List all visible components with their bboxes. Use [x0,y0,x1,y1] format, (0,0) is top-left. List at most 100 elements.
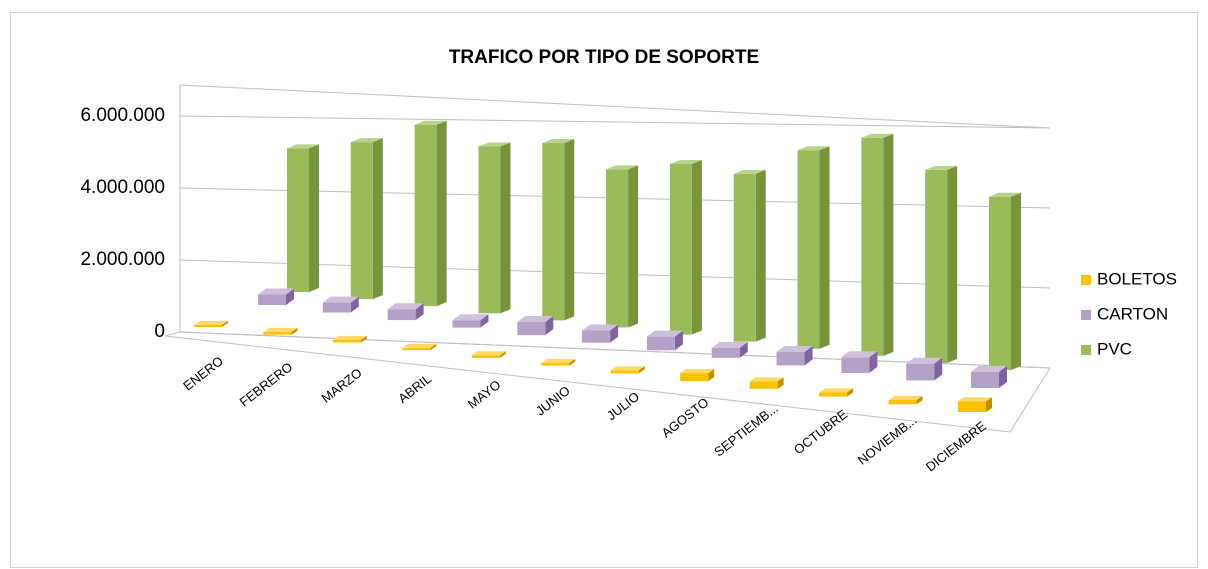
bar-top [258,288,294,295]
bar [958,397,992,412]
bar [541,358,576,366]
bar-top [861,133,894,138]
bar-side [360,335,367,343]
bar-side [1011,192,1021,370]
back-wall [179,84,1051,332]
bar [925,165,958,363]
bar-front [888,400,917,405]
legend-swatch [1081,310,1091,320]
bar [332,335,367,343]
bar-side [500,142,511,314]
bar-front [841,357,870,373]
bar-front [733,173,756,342]
bar [452,314,489,328]
bar-front [471,355,500,358]
bar-side [545,315,554,336]
bar-top [263,327,298,332]
chart-title: TRAFICO POR TIPO DE SOPORTE [449,47,759,68]
bar-front [332,339,361,343]
bar-front [263,331,292,335]
bar-top [669,160,702,165]
bar-side [610,324,619,343]
legend-label: BOLETOS [1097,269,1177,288]
bar [478,142,511,314]
bar [414,120,447,307]
bar [322,296,359,313]
bar-side [869,351,878,373]
bar-top [989,192,1021,197]
bar-top [888,396,923,401]
legend-label: PVC [1097,339,1132,358]
bar-side [999,365,1007,388]
bar-side [222,320,228,327]
bar-front [971,371,999,388]
y-tick-label: 4.000.000 [80,177,165,198]
bar-front [819,392,848,397]
bar-side [286,288,294,305]
grid-line [179,331,1051,369]
bar [733,169,766,342]
bar-top [958,397,992,402]
bar [387,303,424,321]
bar [646,330,683,351]
bar-side [372,138,383,300]
bar-front [194,324,222,327]
bar-side [628,165,639,328]
bar-top [517,315,554,322]
bar-side [309,144,319,292]
bar-top [646,330,683,337]
bar-front [989,196,1011,370]
bar [776,346,813,366]
bar [194,320,228,327]
bar [749,377,784,389]
bar [287,144,319,292]
bar-side [777,377,784,389]
bar-front [517,321,546,336]
bar-top [350,138,383,143]
bar [680,369,715,382]
legend-label: CARTON [1097,304,1168,323]
bar-side [638,366,645,374]
bar-top [402,343,437,348]
bar-top [582,324,619,331]
bar-top [478,142,511,147]
bar-front [958,401,986,412]
bar-front [287,148,309,292]
bar-side [934,357,943,381]
bar-front [606,169,629,328]
bar-side [986,397,992,412]
bar [971,365,1007,388]
bar-top [287,144,319,149]
bar-side [569,358,576,366]
bar [669,160,702,335]
bar-side [804,346,813,366]
bar [888,396,923,405]
bar-front [414,124,437,307]
bar-top [733,169,766,174]
bar-top [322,296,359,303]
bar-front [258,294,286,305]
bar-side [674,330,683,351]
bar [989,192,1021,370]
bar-front [452,320,481,328]
bar-top [387,303,424,310]
grid-line [179,115,1051,129]
bar [517,315,554,336]
bar [263,327,298,335]
bar-front [749,381,778,389]
bar-front [646,336,675,351]
legend-swatch [1081,345,1091,355]
bar-front [478,146,501,314]
bar-front [402,347,431,351]
bar [606,165,639,328]
bar [471,351,506,358]
bar-side [415,303,424,321]
bar-side [499,351,506,358]
bar-front [582,330,611,343]
bar-top [452,314,489,321]
bar-top [680,369,715,374]
bar-front [387,309,416,321]
bar-side [916,396,923,405]
bar-front [542,143,565,321]
